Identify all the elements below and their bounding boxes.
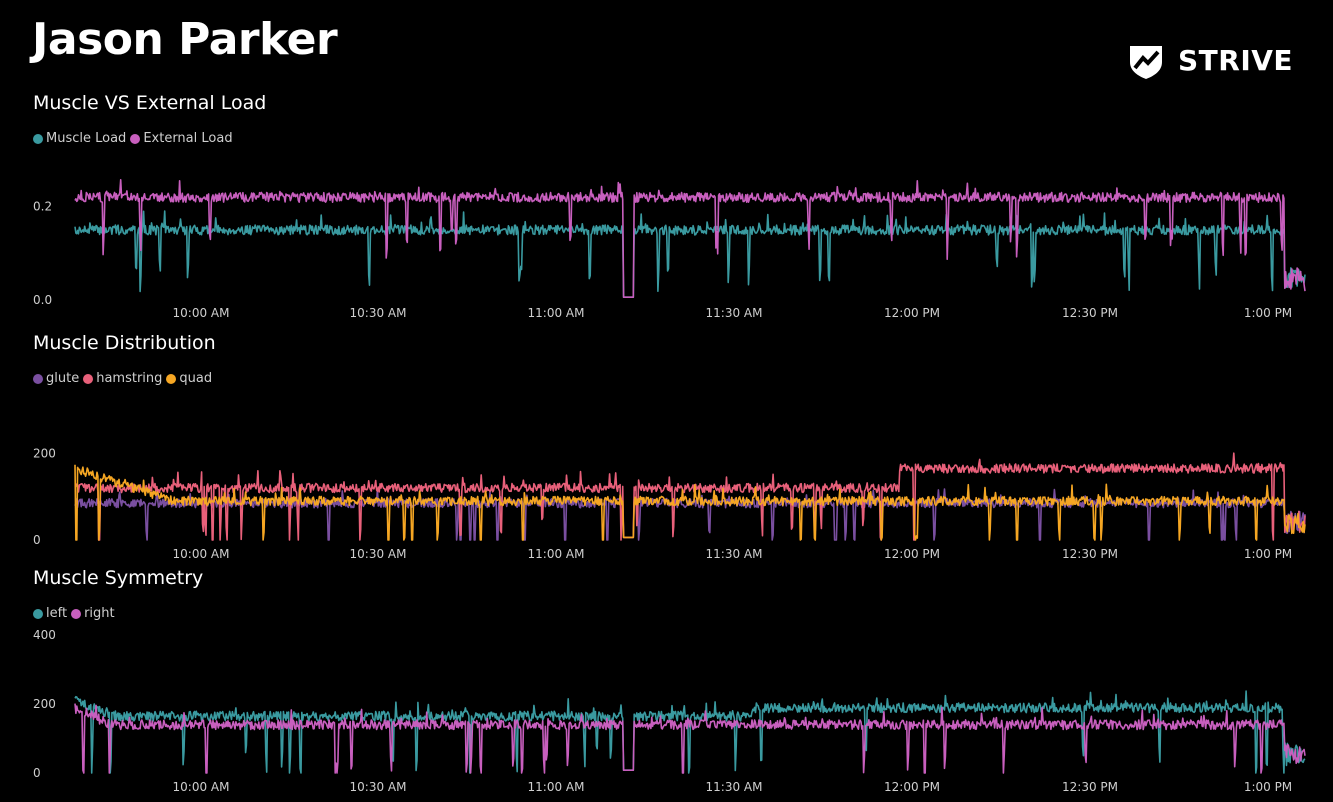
chart-title: Muscle Symmetry (33, 567, 204, 589)
legend-dot (83, 373, 94, 384)
y-tick-label: 200 (33, 446, 56, 460)
y-tick-label: 0.2 (33, 200, 52, 214)
x-tick-label: 11:30 AM (706, 306, 763, 320)
legend-dot (33, 133, 43, 144)
x-tick-label: 12:00 PM (884, 306, 940, 320)
legend: glute hamstring quad (33, 371, 216, 386)
chart-muscle-vs-external[interactable]: 0.0 0.2 10:00 AM 10:30 AM 11:00 AM 11:30 AM 12… (0, 150, 1333, 330)
legend-label: glute (46, 371, 80, 386)
x-tick-label: 12:00 PM (884, 780, 940, 794)
x-tick-label: 12:30 PM (1062, 780, 1118, 794)
legend-label: External Load (143, 131, 233, 146)
legend-label: quad (179, 371, 213, 386)
legend-dot (33, 608, 43, 619)
legend-item-muscle-load[interactable]: Muscle Load (33, 131, 126, 146)
legend-label: right (84, 606, 115, 621)
strive-shield-icon (1130, 46, 1162, 79)
x-tick-label: 11:00 AM (528, 547, 585, 561)
legend-label: Muscle Load (46, 131, 127, 146)
series-line-muscle-load[interactable] (74, 210, 1306, 298)
y-tick-label: 200 (33, 697, 56, 711)
chart-muscle-distribution[interactable]: 0 200 10:00 AM 10:30 AM 11:00 AM 11:30 AM 12:0… (0, 390, 1333, 570)
legend-item-hamstring[interactable]: hamstring (83, 371, 162, 386)
legend-item-glute[interactable]: glute (33, 371, 79, 386)
legend: left right (33, 606, 119, 621)
x-tick-label: 10:00 AM (173, 780, 230, 794)
y-tick-label: 0 (33, 766, 41, 780)
x-tick-label: 11:30 AM (706, 547, 763, 561)
y-tick-label: 400 (33, 628, 56, 642)
series-line-left[interactable] (74, 690, 1306, 774)
x-tick-label: 10:00 AM (173, 547, 230, 561)
x-tick-label: 12:30 PM (1062, 547, 1118, 561)
x-tick-label: 1:00 PM (1244, 547, 1292, 561)
chart-title: Muscle Distribution (33, 332, 216, 354)
chart-title: Muscle VS External Load (33, 92, 267, 114)
legend: Muscle Load External Load (33, 131, 237, 146)
x-tick-label: 1:00 PM (1244, 306, 1292, 320)
chart-muscle-symmetry[interactable]: 0 200 400 10:00 AM 10:30 AM 11:00 AM 11:30 AM 1… (0, 625, 1333, 795)
series-line-hamstring[interactable] (74, 452, 1306, 541)
x-tick-label: 11:30 AM (706, 780, 763, 794)
strive-logo: STRIVE (1126, 40, 1293, 80)
x-tick-label: 11:00 AM (528, 306, 585, 320)
series-line-quad[interactable] (74, 464, 1306, 541)
series-line-external-load[interactable] (74, 179, 1306, 298)
athlete-name: Jason Parker (32, 14, 338, 65)
x-tick-label: 10:00 AM (173, 306, 230, 320)
logo-text: STRIVE (1178, 43, 1294, 77)
legend-dot (71, 608, 82, 619)
series-line-glute[interactable] (74, 488, 1306, 541)
legend-dot (166, 373, 177, 384)
legend-dot (130, 133, 141, 144)
x-tick-label: 1:00 PM (1244, 780, 1292, 794)
y-tick-label: 0 (33, 533, 41, 547)
x-tick-label: 10:30 AM (350, 780, 407, 794)
x-tick-label: 12:30 PM (1062, 306, 1118, 320)
x-tick-label: 10:30 AM (350, 306, 407, 320)
legend-dot (33, 373, 43, 384)
x-tick-label: 11:00 AM (528, 780, 585, 794)
legend-item-quad[interactable]: quad (166, 371, 212, 386)
x-tick-label: 10:30 AM (350, 547, 407, 561)
legend-label: left (46, 606, 68, 621)
y-tick-label: 0.0 (33, 293, 52, 307)
x-tick-label: 12:00 PM (884, 547, 940, 561)
legend-item-external-load[interactable]: External Load (130, 131, 233, 146)
legend-item-right[interactable]: right (71, 606, 115, 621)
legend-item-left[interactable]: left (33, 606, 67, 621)
legend-label: hamstring (96, 371, 163, 386)
series-line-right[interactable] (74, 703, 1306, 774)
